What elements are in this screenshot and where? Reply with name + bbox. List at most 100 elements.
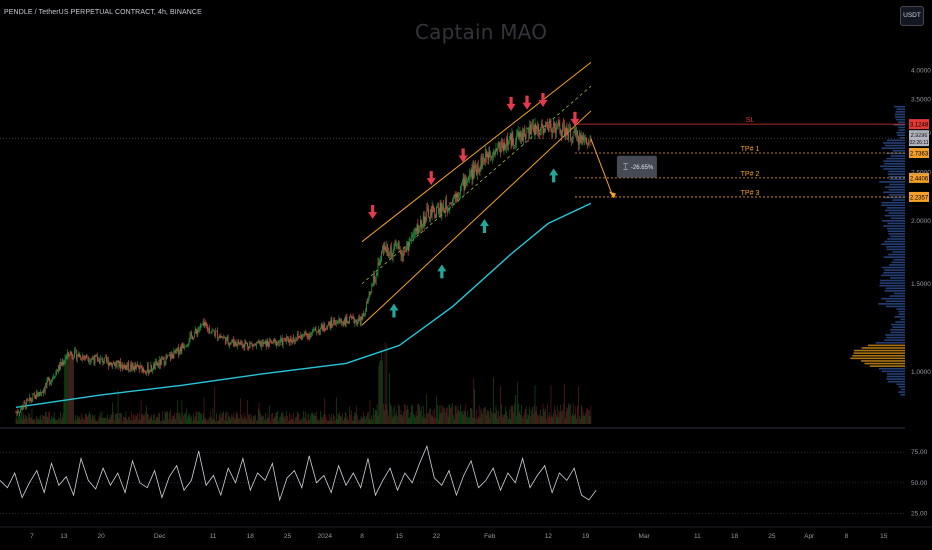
volume-bar: [343, 417, 345, 424]
volume-bar: [233, 412, 234, 424]
currency-button[interactable]: USDT: [900, 6, 924, 26]
candle-body: [45, 384, 47, 386]
arrow-head: [522, 102, 532, 110]
candle-body: [528, 127, 530, 138]
profile-bar: [850, 357, 905, 360]
candle-body: [275, 340, 277, 346]
candle-body: [256, 342, 258, 344]
candle-body: [351, 316, 353, 318]
volume-bar: [169, 412, 170, 424]
candle-body: [88, 359, 90, 362]
candle-body: [321, 324, 323, 329]
volume-bar: [370, 420, 372, 424]
volume-bar: [232, 416, 233, 424]
candle-body: [406, 245, 408, 247]
candle-body: [521, 133, 523, 140]
volume-bar: [97, 420, 98, 424]
profile-bar: [881, 204, 905, 207]
candle-body: [110, 362, 112, 365]
candle-body: [515, 142, 516, 146]
candle-body: [388, 253, 389, 257]
volume-bar: [453, 418, 455, 424]
candle-body: [534, 124, 536, 134]
volume-bar: [146, 413, 148, 424]
volume-bar: [258, 402, 260, 424]
volume-bar: [581, 407, 583, 424]
candle-body: [587, 143, 588, 145]
candle-body: [508, 140, 509, 146]
candle-body: [556, 123, 558, 125]
volume-bar: [211, 419, 213, 424]
profile-bar: [888, 194, 905, 196]
time-tick-label: 25: [284, 533, 292, 540]
volume-bar: [159, 412, 161, 424]
candle-body: [74, 350, 75, 358]
candle-body: [451, 203, 452, 205]
candle-body: [527, 127, 529, 129]
volume-bar: [56, 419, 58, 424]
candle-body: [161, 358, 162, 365]
volume-bar: [476, 410, 477, 424]
volume-bar: [132, 415, 134, 424]
candle-body: [184, 346, 185, 348]
volume-bar: [335, 420, 336, 424]
candle-body: [590, 140, 592, 142]
volume-bar: [299, 420, 301, 424]
volume-bar: [412, 405, 413, 424]
candle-body: [22, 407, 24, 410]
volume-bar: [415, 411, 417, 424]
candle-body: [332, 324, 334, 326]
candle-body: [271, 340, 272, 343]
profile-bar: [883, 225, 905, 227]
arrow-shaft: [552, 174, 556, 183]
volume-bar: [104, 417, 106, 424]
candle-body: [225, 337, 227, 344]
candle-body: [455, 193, 457, 198]
volume-bar: [537, 414, 538, 424]
candle-body: [26, 399, 27, 408]
candle-body: [390, 246, 391, 254]
candle-body: [372, 285, 373, 287]
volume-bar: [174, 412, 176, 424]
candle-body: [34, 394, 35, 396]
candle-body: [509, 134, 511, 140]
profile-bar: [881, 243, 905, 245]
candle-body: [306, 334, 308, 336]
candle-body: [259, 341, 261, 343]
candle-body: [318, 329, 319, 333]
volume-bar: [74, 420, 75, 424]
volume-bar: [228, 415, 230, 424]
volume-bar: [265, 420, 267, 424]
volume-bar: [107, 419, 109, 424]
profile-bar: [894, 316, 905, 318]
candle-body: [152, 370, 153, 371]
volume-bar: [252, 420, 254, 424]
volume-bar: [572, 403, 574, 424]
volume-bar: [325, 414, 326, 424]
candle-body: [33, 394, 35, 396]
candle-body: [83, 356, 85, 358]
volume-bar: [201, 413, 202, 424]
candle-body: [410, 240, 412, 241]
candle-body: [494, 151, 496, 155]
candle-body: [260, 341, 262, 348]
volume-bar: [365, 418, 366, 424]
profile-bar: [884, 214, 905, 217]
volume-bar: [297, 414, 299, 424]
volume-bar: [66, 354, 67, 424]
volume-profile: [850, 105, 905, 396]
candle-body: [559, 124, 561, 133]
candle-body: [468, 177, 469, 181]
volume-bar: [215, 420, 216, 424]
volume-bar: [311, 412, 312, 424]
volume-bar: [290, 414, 292, 424]
candle-body: [132, 363, 134, 367]
candle-body: [382, 246, 383, 251]
profile-bar: [852, 354, 905, 357]
volume-bar: [304, 411, 306, 424]
volume-bar: [20, 411, 22, 424]
volume-bar: [59, 418, 60, 424]
volume-bar: [560, 404, 562, 424]
candle-body: [347, 321, 349, 324]
